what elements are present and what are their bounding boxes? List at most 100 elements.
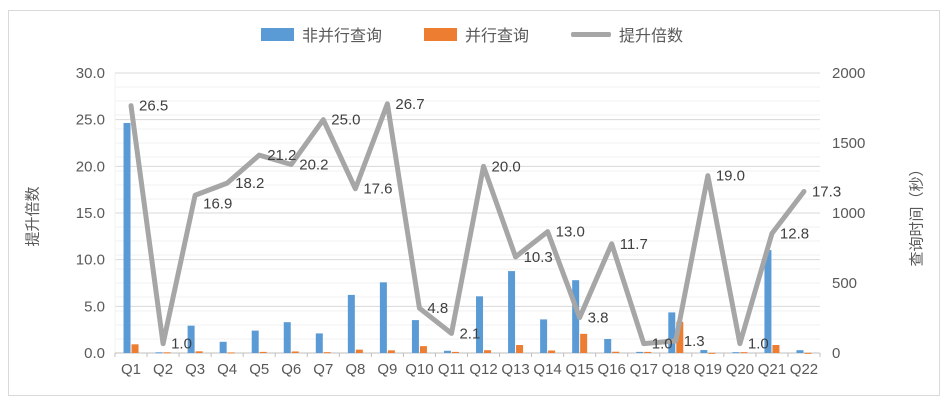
- data-label-Q20: 1.0: [748, 336, 769, 353]
- legend-swatch-speedup-line: [571, 31, 611, 37]
- right-axis-tick-label: 2000: [832, 65, 865, 82]
- bar-nonparallel-Q4: [219, 341, 227, 353]
- chart-legend: 非并行查询 并行查询 提升倍数: [0, 22, 944, 46]
- bar-parallel-Q21: [772, 345, 780, 353]
- bar-nonparallel-Q15: [572, 280, 580, 353]
- bar-nonparallel-Q13: [508, 271, 516, 353]
- x-axis-label-Q12: Q12: [469, 361, 497, 378]
- x-axis-label-Q6: Q6: [281, 361, 301, 378]
- x-axis-label-Q22: Q22: [790, 361, 818, 378]
- data-label-Q1: 26.5: [139, 98, 168, 115]
- right-axis-tick-label: 0: [832, 345, 840, 362]
- bar-parallel-Q19: [708, 352, 716, 354]
- legend-item-speedup[interactable]: 提升倍数: [571, 22, 683, 46]
- bar-parallel-Q14: [548, 350, 556, 353]
- bar-parallel-Q8: [355, 349, 363, 353]
- bar-parallel-Q5: [259, 351, 267, 353]
- bar-parallel-Q3: [195, 351, 203, 353]
- x-axis-label-Q3: Q3: [185, 361, 205, 378]
- data-label-Q2: 1.0: [171, 336, 192, 353]
- data-label-Q10: 4.8: [427, 300, 448, 317]
- data-label-Q8: 17.6: [363, 181, 392, 198]
- right-axis-tick-label: 500: [832, 275, 857, 292]
- bar-nonparallel-Q12: [476, 296, 484, 353]
- bar-nonparallel-Q14: [540, 319, 548, 353]
- x-axis-label-Q16: Q16: [598, 361, 626, 378]
- data-label-Q19: 19.0: [716, 168, 745, 185]
- bar-parallel-Q2: [163, 352, 171, 354]
- x-axis-label-Q4: Q4: [217, 361, 237, 378]
- bar-parallel-Q9: [387, 350, 395, 353]
- data-label-Q5: 21.2: [267, 147, 296, 164]
- x-axis-label-Q1: Q1: [121, 361, 141, 378]
- data-label-Q16: 11.7: [620, 236, 648, 253]
- x-axis-label-Q20: Q20: [726, 361, 754, 378]
- x-axis-label-Q13: Q13: [501, 361, 529, 378]
- x-axis-label-Q15: Q15: [565, 361, 593, 378]
- bar-nonparallel-Q18: [668, 312, 676, 353]
- bar-nonparallel-Q19: [700, 350, 708, 353]
- x-axis-label-Q8: Q8: [345, 361, 365, 378]
- right-axis-tick-label: 1500: [832, 135, 865, 152]
- bar-parallel-Q11: [451, 351, 459, 353]
- bar-parallel-Q20: [740, 352, 748, 354]
- legend-item-nonparallel[interactable]: 非并行查询: [260, 22, 382, 46]
- bar-parallel-Q4: [227, 352, 235, 354]
- bar-nonparallel-Q1: [123, 122, 131, 353]
- x-axis-label-Q11: Q11: [438, 361, 465, 378]
- speedup-line: [128, 101, 807, 347]
- x-axis-label-Q17: Q17: [630, 361, 658, 378]
- data-label-Q3: 16.9: [203, 195, 232, 212]
- legend-swatch-parallel: [423, 27, 457, 41]
- legend-item-parallel[interactable]: 并行查询: [423, 22, 529, 46]
- bar-parallel-Q17: [644, 351, 652, 353]
- bar-nonparallel-Q6: [283, 322, 291, 353]
- left-axis-tick-label: 0.0: [84, 345, 105, 362]
- bar-parallel-Q6: [291, 351, 299, 353]
- bar-nonparallel-Q10: [411, 320, 419, 353]
- legend-label-parallel: 并行查询: [464, 28, 529, 45]
- x-axis-label-Q9: Q9: [377, 361, 397, 378]
- bar-parallel-Q13: [516, 345, 524, 353]
- data-label-Q17: 1.0: [652, 336, 673, 353]
- left-axis-tick-label: 25.0: [76, 112, 105, 129]
- legend-label-speedup: 提升倍数: [619, 28, 684, 45]
- bar-parallel-Q1: [131, 344, 139, 353]
- left-axis-tick-label: 20.0: [76, 158, 105, 175]
- bar-parallel-Q22: [804, 352, 812, 354]
- bar-nonparallel-Q17: [636, 351, 644, 353]
- left-axis-tick-label: 10.0: [76, 252, 105, 269]
- bar-nonparallel-Q2: [155, 352, 163, 354]
- x-axis-label-Q18: Q18: [662, 361, 690, 378]
- bar-nonparallel-Q3: [187, 325, 195, 353]
- data-label-Q12: 20.0: [492, 158, 521, 175]
- legend-label-nonparallel: 非并行查询: [301, 28, 382, 45]
- bar-nonparallel-Q5: [251, 330, 259, 353]
- data-label-Q22: 17.3: [812, 184, 841, 201]
- left-axis-tick-label: 5.0: [84, 298, 105, 315]
- right-axis-tick-label: 1000: [832, 205, 865, 222]
- data-label-Q9: 26.7: [395, 96, 424, 113]
- bar-nonparallel-Q11: [443, 350, 451, 353]
- bar-parallel-Q18: [676, 321, 684, 353]
- x-axis-label-Q7: Q7: [313, 361, 333, 378]
- data-label-Q21: 12.8: [780, 226, 809, 243]
- data-label-Q13: 10.3: [524, 249, 553, 266]
- x-axis-label-Q14: Q14: [533, 361, 561, 378]
- data-label-Q4: 18.2: [235, 175, 264, 192]
- data-label-Q7: 25.0: [331, 112, 360, 129]
- data-label-Q18: 1.3: [684, 333, 705, 350]
- bar-nonparallel-Q9: [379, 282, 387, 353]
- bar-parallel-Q16: [612, 351, 620, 353]
- bar-nonparallel-Q21: [764, 250, 772, 353]
- bar-nonparallel-Q20: [732, 352, 740, 354]
- left-axis-tick-label: 15.0: [76, 205, 105, 222]
- bar-parallel-Q12: [484, 350, 492, 353]
- x-axis-label-Q2: Q2: [153, 361, 173, 378]
- legend-swatch-nonparallel: [260, 27, 294, 41]
- data-label-Q6: 20.2: [299, 156, 328, 173]
- bar-nonparallel-Q22: [796, 350, 804, 353]
- x-axis-label-Q19: Q19: [694, 361, 722, 378]
- x-axis-label-Q5: Q5: [249, 361, 269, 378]
